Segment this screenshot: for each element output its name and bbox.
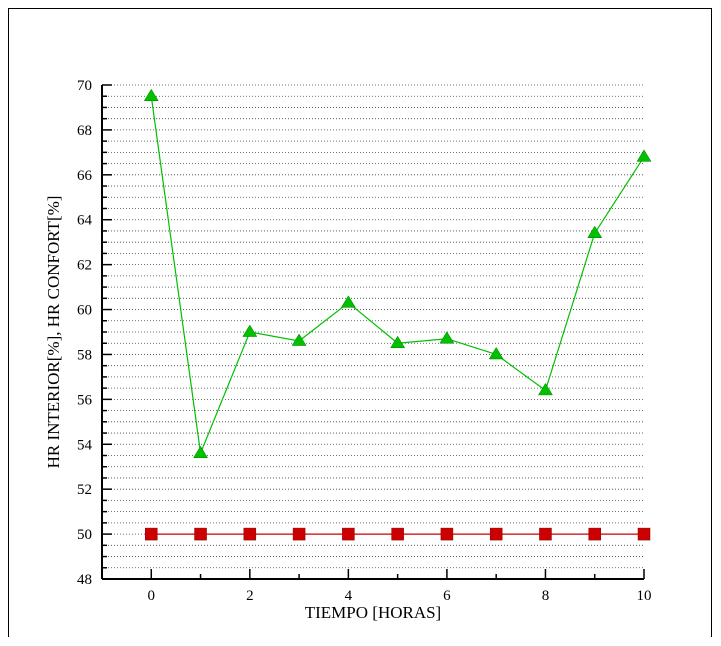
series-0-point bbox=[340, 295, 356, 308]
series-1-point bbox=[440, 527, 454, 541]
series-0-point bbox=[143, 88, 159, 102]
series-group bbox=[143, 88, 652, 541]
x-axis-title: TIEMPO [HORAS] bbox=[305, 603, 441, 622]
series-0-point bbox=[291, 333, 307, 346]
y-tick-label: 64 bbox=[77, 213, 93, 229]
series-1-point bbox=[145, 527, 158, 541]
y-tick-label: 58 bbox=[77, 347, 92, 363]
series-0-point bbox=[538, 382, 553, 396]
series-1-point bbox=[539, 527, 552, 541]
series-0-point bbox=[390, 335, 406, 349]
series-1-point bbox=[588, 527, 601, 541]
y-tick-label: 70 bbox=[77, 78, 92, 94]
series-0-point bbox=[439, 331, 455, 344]
y-axis-title: HR INTERIOR[%], HR CONFORT[%] bbox=[44, 196, 63, 469]
y-tick-label: 48 bbox=[77, 572, 92, 588]
x-tick-label: 6 bbox=[443, 588, 451, 604]
y-axis-ticks: 48 50 52 54 56 58 60 62 64 66 68 70 bbox=[77, 78, 112, 588]
y-tick-label: 60 bbox=[77, 303, 92, 319]
y-tick-label: 50 bbox=[77, 527, 92, 543]
grid-lines bbox=[102, 84, 644, 569]
x-tick-label: 2 bbox=[246, 588, 254, 604]
series-1-point bbox=[342, 527, 355, 541]
series-1-point bbox=[292, 527, 306, 541]
series-0-point bbox=[587, 225, 603, 238]
series-0-point bbox=[636, 149, 652, 162]
series-1-point bbox=[391, 527, 404, 541]
series-1-point bbox=[194, 527, 207, 541]
series-0-point bbox=[488, 346, 504, 360]
y-tick-label: 68 bbox=[77, 123, 92, 139]
x-tick-label: 0 bbox=[148, 588, 156, 604]
y-tick-label: 62 bbox=[77, 258, 92, 274]
series-0-point bbox=[242, 324, 258, 337]
chart-frame bbox=[8, 8, 712, 637]
series-1-point bbox=[243, 527, 257, 541]
y-tick-label: 54 bbox=[77, 437, 93, 453]
y-tick-label: 66 bbox=[77, 168, 93, 184]
series-1-point bbox=[489, 527, 503, 541]
y-tick-label: 52 bbox=[77, 482, 92, 498]
y-tick-label: 56 bbox=[77, 392, 93, 408]
x-tick-label: 8 bbox=[542, 588, 550, 604]
x-axis-ticks: 0 2 4 6 8 10 bbox=[101, 569, 652, 604]
x-tick-label: 10 bbox=[637, 588, 652, 604]
series-1-point bbox=[637, 527, 651, 541]
series-0-point bbox=[193, 445, 208, 459]
x-tick-label: 4 bbox=[345, 588, 353, 604]
